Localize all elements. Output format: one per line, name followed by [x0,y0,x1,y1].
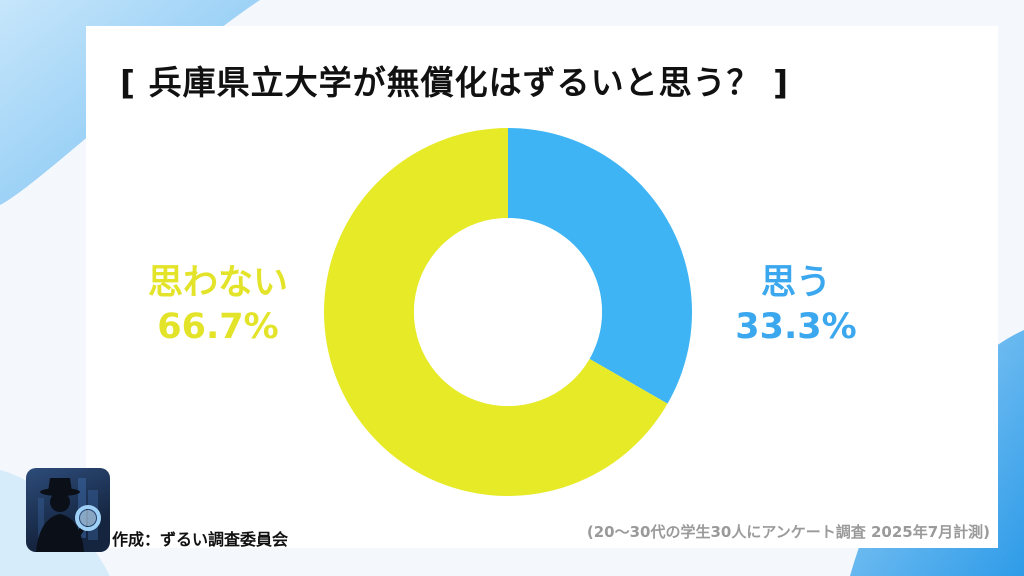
slice-label-omou: 思う 33.3% [716,262,876,350]
slice-percent-omou: 33.3% [735,306,857,347]
donut-slice-0 [508,128,692,404]
slice-label-omowanai: 思わない 66.7% [138,262,298,350]
left-wave-shape [0,0,260,205]
survey-note: (20～30代の学生30人にアンケート調査 2025年7月計測) [586,523,990,541]
donut-slice-1 [324,128,668,496]
slice-percent-omowanai: 66.7% [157,306,279,347]
slice-name-omowanai: 思わない [147,263,288,303]
donut-chart [324,128,692,496]
donut-hole [414,218,602,406]
credit-text: 作成：ずるい調査委員会 [112,530,289,549]
detective-magnifier-icon [26,468,110,552]
chart-title: [ 兵庫県立大学が無償化はずるいと思う？ ] [120,63,790,102]
slice-name-omou: 思う [760,263,831,303]
